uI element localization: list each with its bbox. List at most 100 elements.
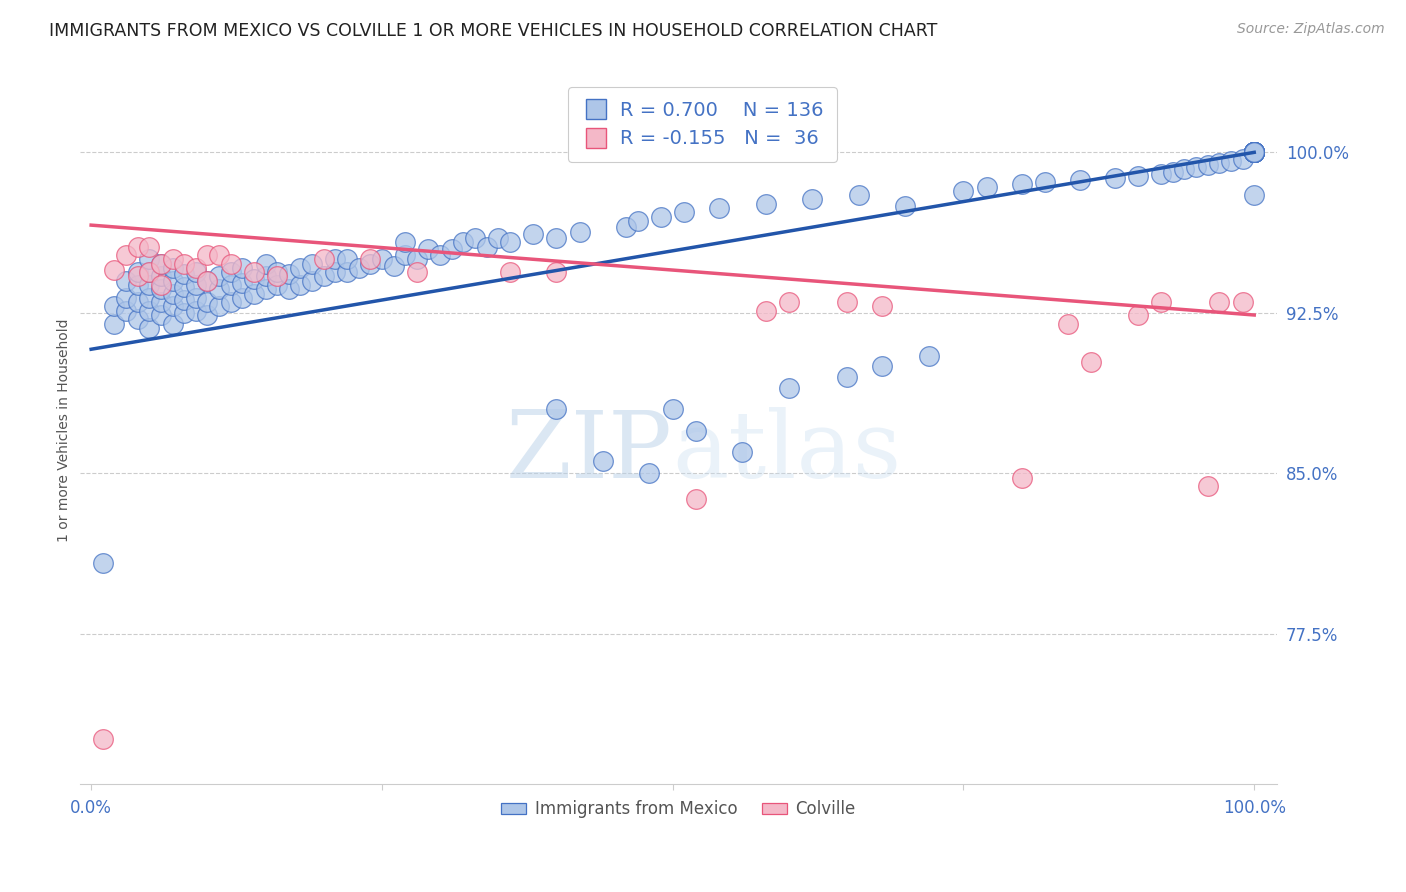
- Point: [429, 248, 451, 262]
- Point: [91, 556, 114, 570]
- Point: [208, 248, 231, 262]
- Point: [149, 257, 172, 271]
- Point: [1150, 167, 1173, 181]
- Point: [1243, 145, 1265, 160]
- Point: [1232, 295, 1254, 310]
- Point: [173, 293, 195, 307]
- Point: [1243, 145, 1265, 160]
- Point: [243, 271, 266, 285]
- Point: [254, 269, 277, 284]
- Point: [312, 269, 335, 284]
- Point: [254, 257, 277, 271]
- Point: [359, 252, 381, 267]
- Point: [127, 312, 149, 326]
- Point: [685, 492, 707, 507]
- Point: [162, 317, 184, 331]
- Point: [1161, 164, 1184, 178]
- Point: [197, 308, 219, 322]
- Point: [1150, 295, 1173, 310]
- Point: [405, 265, 427, 279]
- Point: [231, 291, 253, 305]
- Point: [731, 445, 754, 459]
- Point: [499, 235, 522, 250]
- Point: [103, 300, 125, 314]
- Point: [325, 252, 347, 267]
- Point: [1185, 161, 1208, 175]
- Point: [127, 239, 149, 253]
- Point: [1220, 153, 1243, 168]
- Point: [149, 282, 172, 296]
- Point: [173, 280, 195, 294]
- Point: [266, 278, 288, 293]
- Point: [219, 265, 242, 279]
- Point: [755, 303, 778, 318]
- Point: [103, 263, 125, 277]
- Point: [1126, 169, 1149, 183]
- Point: [1243, 145, 1265, 160]
- Point: [312, 252, 335, 267]
- Point: [685, 424, 707, 438]
- Point: [1243, 145, 1265, 160]
- Point: [173, 268, 195, 282]
- Point: [162, 252, 184, 267]
- Point: [231, 260, 253, 275]
- Point: [197, 248, 219, 262]
- Point: [219, 257, 242, 271]
- Point: [1057, 317, 1080, 331]
- Point: [382, 259, 405, 273]
- Point: [870, 359, 893, 374]
- Point: [546, 402, 568, 417]
- Point: [149, 269, 172, 284]
- Text: 100.0%: 100.0%: [1223, 798, 1285, 817]
- Text: 0.0%: 0.0%: [70, 798, 112, 817]
- Point: [231, 276, 253, 290]
- Point: [208, 269, 231, 284]
- Point: [440, 242, 463, 256]
- Point: [1243, 188, 1265, 202]
- Point: [1243, 145, 1265, 160]
- Point: [173, 306, 195, 320]
- Point: [709, 201, 731, 215]
- Point: [115, 248, 138, 262]
- Point: [1243, 145, 1265, 160]
- Point: [522, 227, 544, 241]
- Point: [277, 282, 299, 296]
- Point: [801, 193, 824, 207]
- Point: [162, 260, 184, 275]
- Text: ZIP: ZIP: [506, 407, 672, 497]
- Point: [952, 184, 974, 198]
- Point: [208, 300, 231, 314]
- Point: [1243, 145, 1265, 160]
- Point: [184, 265, 207, 279]
- Y-axis label: 1 or more Vehicles in Household: 1 or more Vehicles in Household: [58, 318, 72, 542]
- Point: [894, 199, 917, 213]
- Point: [1243, 145, 1265, 160]
- Point: [1197, 479, 1219, 493]
- Point: [1243, 145, 1265, 160]
- Point: [290, 260, 312, 275]
- Point: [243, 286, 266, 301]
- Point: [499, 265, 522, 279]
- Point: [149, 308, 172, 322]
- Point: [1197, 158, 1219, 172]
- Point: [475, 239, 498, 253]
- Point: [184, 303, 207, 318]
- Point: [127, 278, 149, 293]
- Text: IMMIGRANTS FROM MEXICO VS COLVILLE 1 OR MORE VEHICLES IN HOUSEHOLD CORRELATION C: IMMIGRANTS FROM MEXICO VS COLVILLE 1 OR …: [49, 22, 938, 40]
- Point: [347, 260, 370, 275]
- Point: [1243, 145, 1265, 160]
- Point: [103, 317, 125, 331]
- Point: [755, 196, 778, 211]
- Legend: Immigrants from Mexico, Colville: Immigrants from Mexico, Colville: [495, 794, 862, 825]
- Point: [277, 268, 299, 282]
- Point: [568, 225, 591, 239]
- Point: [627, 214, 650, 228]
- Point: [638, 467, 661, 481]
- Point: [1243, 145, 1265, 160]
- Point: [301, 257, 323, 271]
- Point: [394, 248, 416, 262]
- Point: [486, 231, 509, 245]
- Point: [162, 286, 184, 301]
- Point: [184, 278, 207, 293]
- Point: [1243, 145, 1265, 160]
